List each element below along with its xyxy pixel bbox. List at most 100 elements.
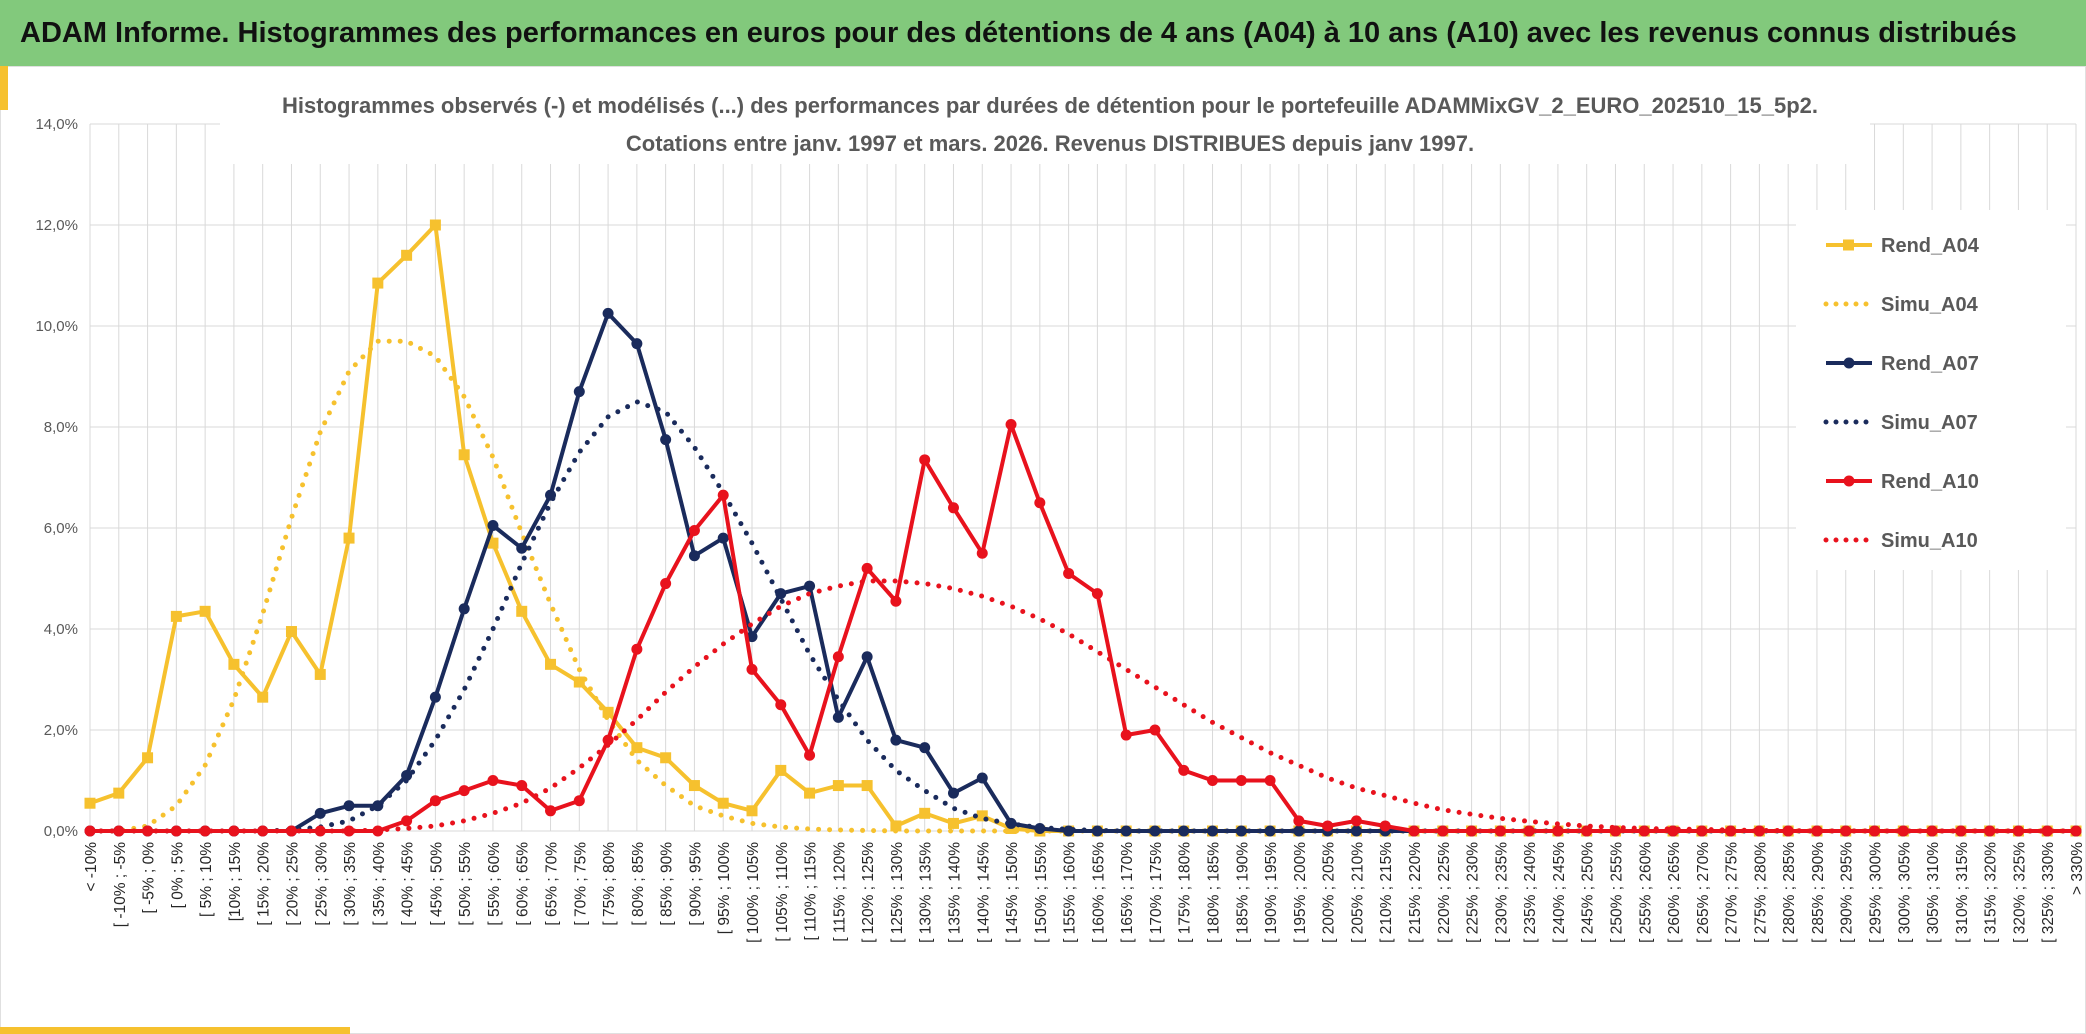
data-point-rend-a10: [1840, 825, 1852, 837]
data-point-rend-a10: [1350, 815, 1362, 827]
x-tick-label: [ 135% ; 140%: [946, 842, 963, 943]
data-point-rend-a07: [343, 800, 355, 812]
legend-background: [1796, 210, 2066, 570]
y-tick-label: 6,0%: [44, 520, 78, 537]
data-point-rend-a07: [976, 772, 988, 784]
x-tick-label: [10% ; 15%: [227, 842, 244, 921]
data-point-rend-a10: [1523, 825, 1535, 837]
x-tick-label: [ 105% ; 110%: [774, 842, 791, 942]
y-tick-labels: 0,0% 2,0% 4,0% 6,0% 8,0% 10,0% 12,0% 14,0%: [35, 116, 78, 840]
data-point-rend-a04: [976, 810, 988, 822]
data-point-rend-a10: [1322, 820, 1334, 832]
x-tick-label: [ 85% ; 90%: [659, 842, 676, 926]
chart-subtitle: Cotations entre janv. 1997 et mars. 2026…: [626, 131, 1474, 156]
data-point-rend-a07: [487, 519, 499, 531]
x-tick-label: [ 165% ; 170%: [1119, 842, 1136, 943]
data-point-rend-a10: [890, 595, 902, 607]
data-point-rend-a10: [717, 489, 729, 501]
data-point-rend-a10: [947, 502, 959, 514]
data-point-rend-a04: [602, 706, 614, 718]
data-point-rend-a10: [1955, 825, 1967, 837]
data-point-rend-a04: [832, 780, 844, 792]
data-point-rend-a04: [343, 532, 355, 544]
x-tick-label: [ 65% ; 70%: [544, 842, 561, 926]
x-tick-label: [ 30% ; 35%: [342, 842, 359, 926]
x-tick-label: [ 20% ; 25%: [284, 842, 301, 926]
y-tick-label: 14,0%: [35, 116, 78, 133]
data-point-rend-a10: [1063, 567, 1075, 579]
x-tick-label: [ 205% ; 210%: [1349, 842, 1366, 943]
data-point-rend-a10: [343, 825, 355, 837]
data-point-rend-a10: [832, 651, 844, 663]
x-tick-label: [ 25% ; 30%: [313, 842, 330, 926]
data-point-rend-a04: [947, 817, 959, 829]
data-point-rend-a04: [775, 764, 787, 776]
x-tick-label: [ 280% ; 285%: [1781, 842, 1798, 943]
legend-marker-rend-a07: [1843, 357, 1855, 369]
legend-marker-rend-a10: [1843, 475, 1855, 487]
legend-label-rend-a04: Rend_A04: [1881, 235, 1980, 257]
x-tick-label: [ 35% ; 40%: [371, 842, 388, 926]
data-point-rend-a10: [1034, 497, 1046, 509]
data-point-rend-a10: [1005, 418, 1017, 430]
x-tick-label: [ 200% ; 205%: [1321, 842, 1338, 943]
x-tick-label: [ 190% ; 195%: [1263, 842, 1280, 943]
x-tick-label: [ 295% ; 300%: [1868, 842, 1885, 943]
data-point-rend-a10: [861, 562, 873, 574]
x-tick-label: < -10%: [83, 842, 100, 892]
data-point-rend-a10: [1379, 820, 1391, 832]
data-point-rend-a04: [631, 742, 643, 754]
data-point-rend-a10: [1552, 825, 1564, 837]
data-point-rend-a10: [1293, 815, 1305, 827]
data-point-rend-a10: [1466, 825, 1478, 837]
data-point-rend-a07: [1350, 825, 1362, 837]
legend-label-simu-a04: Simu_A04: [1881, 294, 1979, 316]
data-point-rend-a07: [660, 434, 672, 446]
data-point-rend-a04: [516, 605, 528, 617]
data-point-rend-a10: [1494, 825, 1506, 837]
data-point-rend-a10: [1408, 825, 1420, 837]
data-point-rend-a04: [314, 668, 326, 680]
data-point-rend-a04: [746, 805, 758, 817]
data-point-rend-a10: [458, 785, 470, 797]
data-point-rend-a10: [1667, 825, 1679, 837]
accent-bar-bottom: [0, 1027, 350, 1034]
data-point-rend-a10: [976, 547, 988, 559]
data-point-rend-a10: [285, 825, 297, 837]
series-line-rend-a10: [90, 422, 2076, 833]
data-point-rend-a07: [516, 542, 528, 554]
data-point-rend-a10: [602, 734, 614, 746]
legend-label-simu-a10: Simu_A10: [1881, 530, 1978, 552]
data-point-rend-a07: [832, 711, 844, 723]
data-point-rend-a10: [1235, 775, 1247, 786]
data-point-rend-a10: [1437, 825, 1449, 837]
x-tick-label: [ 300% ; 305%: [1896, 842, 1913, 943]
chart-title-group: Histogrammes observés (-) et modélisés (…: [220, 86, 1870, 164]
data-point-rend-a07: [947, 787, 959, 799]
data-point-rend-a10: [660, 578, 672, 590]
data-point-rend-a04: [890, 820, 902, 832]
x-tick-label: [ 250% ; 255%: [1608, 842, 1625, 943]
data-point-rend-a07: [458, 603, 470, 615]
x-tick-label: [ 320% ; 325%: [2011, 842, 2028, 943]
data-point-rend-a04: [199, 605, 211, 617]
data-point-rend-a10: [401, 815, 413, 827]
data-point-rend-a04: [688, 780, 700, 792]
data-point-rend-a07: [429, 691, 441, 703]
header-banner: ADAM Informe. Histogrammes des performan…: [0, 0, 2086, 66]
x-tick-label: [ 240% ; 245%: [1551, 842, 1568, 943]
title-background: [220, 86, 1870, 164]
data-point-rend-a10: [2041, 825, 2053, 837]
x-tick-label: [ 285% ; 290%: [1810, 842, 1827, 943]
x-tick-label: [ 125% ; 130%: [889, 842, 906, 943]
data-point-rend-a04: [573, 676, 585, 688]
chart-title: Histogrammes observés (-) et modélisés (…: [282, 93, 1818, 118]
x-tick-label: [ 90% ; 95%: [687, 842, 704, 926]
x-tick-label: [ 130% ; 135%: [918, 842, 935, 943]
x-tick-label: [ 160% ; 165%: [1090, 842, 1107, 943]
data-point-rend-a04: [84, 797, 96, 809]
data-point-rend-a10: [545, 805, 557, 817]
x-tick-label: [ 225% ; 230%: [1465, 842, 1482, 943]
x-tick-label: [ 235% ; 240%: [1522, 842, 1539, 943]
